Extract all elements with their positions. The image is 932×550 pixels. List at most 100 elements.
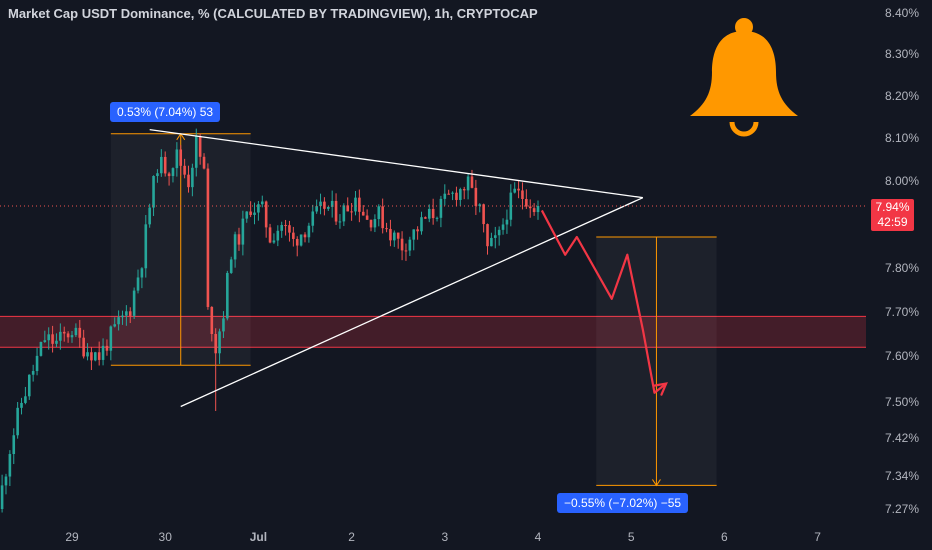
triangle-upper-line <box>149 128 643 199</box>
measure-down-arrowhead <box>652 479 661 487</box>
candle-body <box>346 205 350 212</box>
y-tick-label: 7.50% <box>885 395 919 409</box>
countdown-label: 42:59 <box>877 215 908 229</box>
y-tick-label: 8.30% <box>885 47 919 61</box>
candle-body <box>214 334 217 354</box>
candle-body <box>156 173 159 176</box>
x-tick-label: 29 <box>65 530 79 544</box>
candle-body <box>179 149 183 166</box>
candle-body <box>233 234 237 260</box>
candle-body <box>35 355 39 372</box>
candle-body <box>55 340 58 344</box>
candle-body <box>315 206 318 212</box>
candle-body <box>521 190 524 199</box>
candle-body <box>39 341 43 356</box>
candle-body <box>435 217 439 219</box>
triangle-lower-line <box>180 197 644 408</box>
candle-body <box>144 224 148 269</box>
y-tick-label: 8.20% <box>885 89 919 103</box>
candle-body <box>365 215 369 220</box>
candle-body <box>307 225 311 238</box>
candle-body <box>62 331 66 334</box>
candle-body <box>358 197 361 212</box>
candle-body <box>532 208 536 213</box>
candle-body <box>303 234 307 238</box>
candle-body <box>132 290 136 316</box>
chart-title: Market Cap USDT Dominance, % (CALCULATED… <box>8 6 538 21</box>
candle-body <box>47 334 51 341</box>
candle-body <box>90 352 93 361</box>
candle-body <box>0 485 4 509</box>
candle-body <box>140 268 144 278</box>
candle-body <box>424 217 427 219</box>
candle-body <box>393 232 396 241</box>
candle-body <box>226 272 229 319</box>
candle-body <box>187 174 190 188</box>
candle-body <box>105 345 109 351</box>
candle-body <box>513 188 516 193</box>
candle-body <box>400 238 404 251</box>
candle-body <box>462 189 466 191</box>
y-tick-label: 7.34% <box>885 469 919 483</box>
candle-body <box>194 135 198 168</box>
x-tick-label: 7 <box>814 530 821 544</box>
candle-body <box>284 225 287 227</box>
candle-body <box>222 318 225 332</box>
candle-body <box>354 197 357 212</box>
candle-body <box>396 232 400 239</box>
y-tick-label: 7.80% <box>885 261 919 275</box>
candle-body <box>109 326 113 351</box>
candle-body <box>136 277 140 291</box>
candle-body <box>342 205 346 222</box>
candle-body <box>191 167 194 188</box>
candle-body <box>493 235 497 238</box>
candle-body <box>27 374 31 397</box>
candle-body <box>59 331 62 341</box>
candle-body <box>16 407 19 436</box>
candle-body <box>455 192 458 200</box>
x-tick-label: Jul <box>250 530 267 544</box>
candle-body <box>528 206 532 209</box>
current-price-label: 7.94% <box>875 200 910 214</box>
y-tick-label: 7.27% <box>885 502 919 516</box>
candle-body <box>517 188 520 191</box>
candle-body <box>509 192 513 220</box>
candle-body <box>152 175 155 208</box>
candle-body <box>334 200 338 222</box>
candle-body <box>253 212 256 215</box>
candle-body <box>369 219 373 228</box>
candle-body <box>439 198 443 218</box>
candle-body <box>486 224 489 247</box>
candle-body <box>323 201 326 209</box>
candle-body <box>31 371 35 375</box>
demand-zone <box>0 316 866 348</box>
candle-body <box>490 237 493 247</box>
candle-body <box>78 327 82 338</box>
measure-up-label: 0.53% (7.04%) 53 <box>110 102 221 122</box>
candle-body <box>288 225 291 233</box>
candle-body <box>257 204 260 213</box>
candle-body <box>404 250 408 252</box>
candle-body <box>280 225 283 231</box>
candle-body <box>420 217 423 232</box>
candle-body <box>93 352 97 361</box>
candle-body <box>241 218 245 245</box>
candle-body <box>24 396 27 403</box>
candle-body <box>482 204 485 225</box>
candle-body <box>408 239 412 251</box>
candle-body <box>350 211 353 213</box>
candle-body <box>183 165 186 175</box>
candle-body <box>330 200 334 207</box>
candle-body <box>373 219 377 228</box>
candle-body <box>505 219 509 225</box>
candle-body <box>474 187 478 206</box>
candle-body <box>451 192 454 194</box>
candle-body <box>319 201 322 207</box>
projection-path <box>540 209 667 394</box>
candle-body <box>295 238 299 246</box>
candle-body <box>272 240 276 243</box>
candle-body <box>8 454 12 477</box>
y-tick-label: 7.42% <box>885 431 919 445</box>
x-tick-label: 3 <box>441 530 448 544</box>
